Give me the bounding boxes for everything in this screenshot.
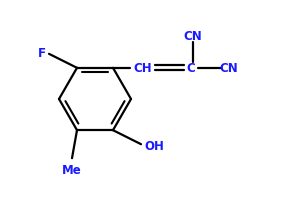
Text: OH: OH (144, 139, 164, 152)
Text: CH: CH (134, 62, 152, 75)
Text: CN: CN (184, 30, 202, 43)
Text: F: F (38, 47, 46, 60)
Text: Me: Me (62, 163, 82, 176)
Text: CN: CN (220, 62, 238, 75)
Text: C: C (187, 62, 196, 75)
